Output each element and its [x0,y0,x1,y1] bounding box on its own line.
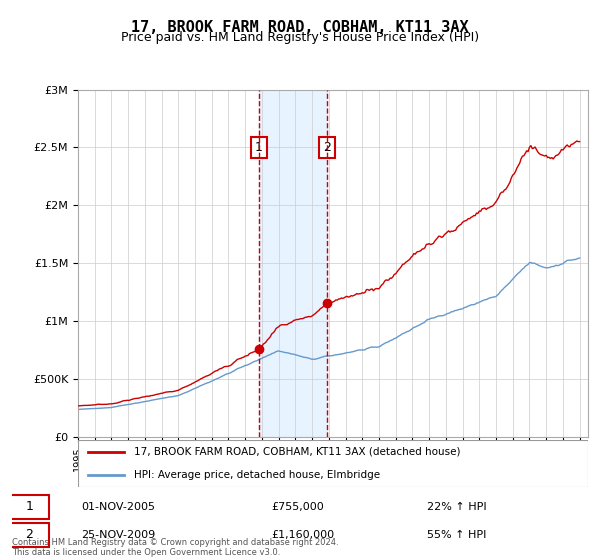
Text: HPI: Average price, detached house, Elmbridge: HPI: Average price, detached house, Elmb… [134,470,380,480]
Text: £1,160,000: £1,160,000 [271,530,334,540]
Text: Contains HM Land Registry data © Crown copyright and database right 2024.
This d: Contains HM Land Registry data © Crown c… [12,538,338,557]
Text: 17, BROOK FARM ROAD, COBHAM, KT11 3AX: 17, BROOK FARM ROAD, COBHAM, KT11 3AX [131,20,469,35]
Text: 2: 2 [323,141,331,154]
FancyBboxPatch shape [9,495,49,519]
Text: 1: 1 [25,500,33,514]
FancyBboxPatch shape [78,440,588,487]
Text: 2: 2 [25,528,33,542]
Text: 22% ↑ HPI: 22% ↑ HPI [427,502,487,512]
Text: Price paid vs. HM Land Registry's House Price Index (HPI): Price paid vs. HM Land Registry's House … [121,31,479,44]
Text: 01-NOV-2005: 01-NOV-2005 [81,502,155,512]
Text: £755,000: £755,000 [271,502,324,512]
Text: 25-NOV-2009: 25-NOV-2009 [81,530,155,540]
Text: 17, BROOK FARM ROAD, COBHAM, KT11 3AX (detached house): 17, BROOK FARM ROAD, COBHAM, KT11 3AX (d… [134,446,461,456]
Text: 55% ↑ HPI: 55% ↑ HPI [427,530,486,540]
Text: 1: 1 [255,141,263,154]
FancyBboxPatch shape [9,523,49,547]
